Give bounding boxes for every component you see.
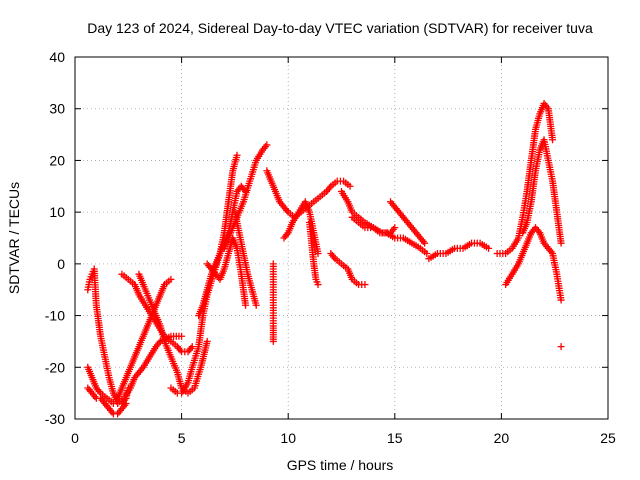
y-tick-label: -20	[45, 359, 65, 375]
y-axis-label: SDTVAR / TECUs	[6, 182, 22, 294]
data-point	[421, 239, 429, 247]
y-tick-label: 10	[49, 204, 65, 220]
data-point	[203, 337, 211, 345]
data-point	[167, 275, 175, 283]
x-tick-label: 10	[280, 430, 296, 446]
data-point	[557, 239, 565, 247]
data-point	[233, 151, 241, 159]
x-tick-label: 15	[387, 430, 403, 446]
chart-title: Day 123 of 2024, Sidereal Day-to-day VTE…	[87, 20, 593, 36]
data-point	[263, 141, 271, 149]
data-point	[485, 244, 493, 252]
y-tick-label: -30	[45, 411, 65, 427]
data-point	[549, 136, 557, 144]
y-tick-labels: -30 -20 -10 0 10 20 30 40	[45, 49, 65, 427]
data-points	[84, 100, 565, 418]
x-tick-label: 5	[178, 430, 186, 446]
y-tick-label: 0	[57, 256, 65, 272]
data-point	[423, 250, 431, 258]
y-tick-label: -10	[45, 308, 65, 324]
x-tick-label: 25	[600, 430, 616, 446]
data-point	[314, 281, 322, 289]
x-tick-label: 0	[71, 430, 79, 446]
data-point	[188, 343, 196, 351]
data-point	[242, 301, 250, 309]
axis-ticks	[74, 56, 609, 420]
x-axis-label: GPS time / hours	[287, 457, 394, 473]
data-point	[557, 343, 565, 351]
y-tick-label: 30	[49, 101, 65, 117]
y-tick-label: 40	[49, 49, 65, 65]
data-point	[269, 337, 277, 345]
x-tick-labels: 0 5 10 15 20 25	[71, 430, 616, 446]
plot-frame	[74, 56, 609, 420]
data-point	[122, 399, 130, 407]
data-point	[346, 182, 354, 190]
y-tick-label: 20	[49, 152, 65, 168]
data-point	[361, 281, 369, 289]
grid	[75, 57, 608, 419]
data-point	[314, 250, 322, 258]
x-tick-label: 20	[494, 430, 510, 446]
data-point	[178, 332, 186, 340]
data-point	[252, 301, 260, 309]
data-point	[391, 224, 399, 232]
data-point	[557, 296, 565, 304]
